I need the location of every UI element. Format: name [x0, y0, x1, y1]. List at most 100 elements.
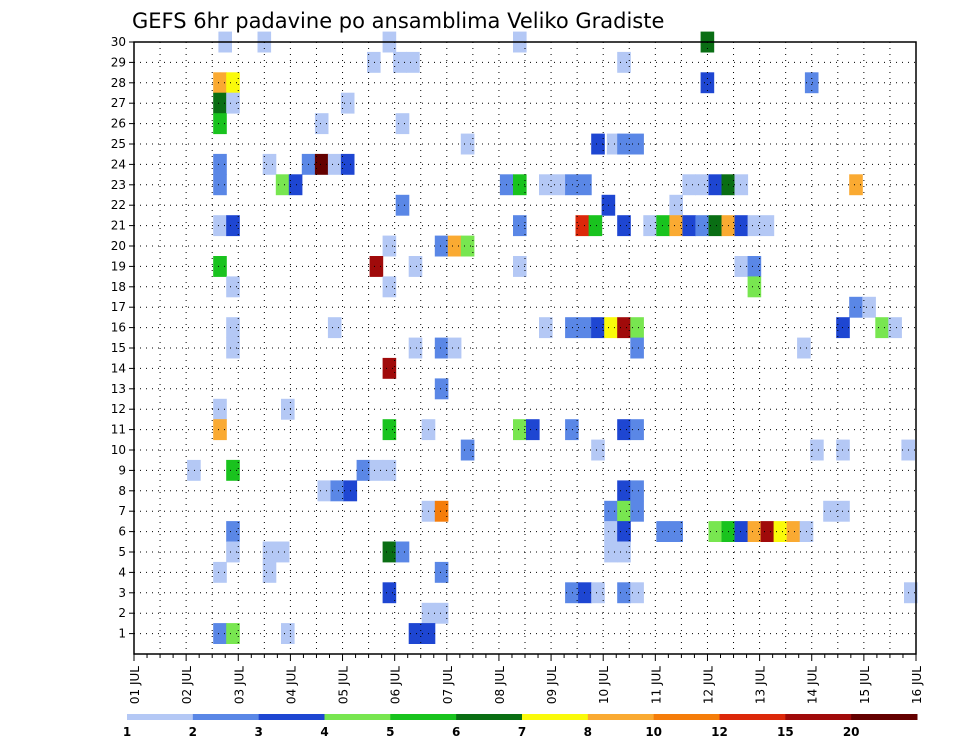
y-tick-label: 12 — [111, 402, 126, 416]
heatmap-cell — [356, 459, 371, 481]
heatmap-cell — [382, 357, 397, 379]
heatmap-cell — [565, 317, 579, 339]
heatmap-cell — [213, 419, 227, 441]
heatmap-cell — [330, 480, 345, 502]
heatmap-cell — [382, 582, 397, 604]
colorbar-label: 5 — [386, 725, 394, 739]
heatmap-cell — [395, 194, 410, 216]
chart-title: GEFS 6hr padavine po ansamblima Veliko G… — [132, 9, 664, 33]
heatmap-cell — [804, 72, 819, 94]
heatmap-cell — [747, 521, 762, 542]
heatmap-cell — [888, 317, 902, 339]
heatmap-cell — [760, 521, 775, 542]
heatmap-cell — [604, 317, 618, 339]
heatmap-cell — [226, 337, 240, 359]
heatmap-cell — [849, 174, 863, 196]
y-tick-label: 21 — [111, 219, 126, 233]
y-tick-label: 5 — [118, 545, 126, 559]
heatmap-cell — [317, 480, 332, 502]
heatmap-cell — [617, 521, 631, 542]
heatmap-cell — [695, 174, 709, 196]
y-tick-label: 28 — [111, 76, 126, 90]
colorbar-swatch — [522, 714, 589, 720]
heatmap-cell — [447, 337, 462, 359]
y-tick-label: 11 — [111, 423, 126, 437]
heatmap-cell — [604, 500, 618, 522]
heatmap-cell — [630, 582, 644, 604]
heatmap-cell — [591, 439, 605, 461]
heatmap-cell — [630, 500, 644, 522]
heatmap-cell — [226, 541, 240, 563]
y-tick-label: 7 — [118, 504, 126, 518]
y-axis: 1234567891011121314151617181920212223242… — [111, 35, 134, 641]
y-tick-label: 15 — [111, 341, 126, 355]
heatmap-cell — [395, 113, 410, 135]
x-tick-label: 02 JUL — [180, 666, 194, 704]
colorbar-swatch — [851, 714, 918, 720]
x-axis: 01 JUL 02 JUL 03 JUL 04 JUL 05 JUL 06 JUL 07 J… — [128, 654, 924, 704]
y-tick-label: 13 — [111, 382, 126, 396]
heatmap-cell — [213, 92, 227, 114]
heatmap-cell — [669, 194, 683, 216]
colorbar-label: 7 — [518, 725, 526, 739]
heatmap-cell — [552, 174, 566, 196]
heatmap-cell — [591, 582, 605, 604]
heatmap-cell — [708, 174, 723, 196]
x-tick-label: 03 JUL — [232, 666, 246, 704]
heatmap-cell — [630, 317, 644, 339]
heatmap-cell — [656, 215, 670, 237]
heatmap-cell — [630, 419, 644, 441]
heatmap-cell — [539, 317, 553, 339]
heatmap-cell — [408, 337, 423, 359]
heatmap-cell — [281, 398, 295, 420]
x-tick-label: 06 JUL — [389, 666, 403, 704]
y-tick-label: 29 — [111, 55, 126, 69]
heatmap-cell — [434, 561, 449, 583]
cells-layer — [187, 31, 918, 644]
y-tick-label: 16 — [111, 321, 126, 335]
heatmap-cell — [393, 51, 407, 73]
heatmap-cell — [213, 72, 227, 94]
heatmap-cell — [656, 521, 670, 542]
colorbar-label: 4 — [320, 725, 328, 739]
heatmap-cell — [700, 72, 715, 94]
heatmap-cell — [314, 153, 329, 175]
heatmap-cell — [187, 459, 201, 481]
colorbar-label: 3 — [254, 725, 262, 739]
y-tick-label: 14 — [111, 361, 126, 375]
y-tick-label: 6 — [118, 525, 126, 539]
y-tick-label: 10 — [111, 443, 126, 457]
colorbar-label: 12 — [711, 725, 728, 739]
heatmap-cell — [382, 419, 397, 441]
heatmap-cell — [862, 296, 876, 318]
colorbar-swatch — [258, 714, 325, 720]
heatmap-cell — [367, 51, 381, 73]
heatmap-cell — [213, 174, 227, 196]
heatmap-cell — [369, 256, 384, 277]
heatmap-cell — [226, 72, 240, 94]
x-tick-label: 07 JUL — [441, 666, 455, 704]
x-tick-label: 11 JUL — [649, 666, 663, 704]
heatmap-cell — [747, 276, 762, 298]
heatmap-cell — [213, 215, 227, 237]
heatmap-cell — [617, 317, 631, 339]
heatmap-cell — [327, 317, 342, 339]
y-tick-label: 24 — [111, 157, 126, 171]
heatmap-cell — [904, 582, 918, 604]
colorbar-label: 8 — [584, 725, 592, 739]
heatmap-cell — [213, 398, 227, 420]
heatmap-cell — [617, 133, 631, 155]
heatmap-cell — [406, 51, 420, 73]
heatmap-cell — [460, 133, 475, 155]
y-tick-label: 9 — [118, 463, 126, 477]
heatmap-cell — [447, 235, 462, 257]
heatmap-cell — [617, 51, 631, 73]
x-tick-label: 13 JUL — [754, 666, 768, 704]
y-tick-label: 18 — [111, 280, 126, 294]
x-tick-label: 12 JUL — [701, 666, 715, 704]
heatmap-cell — [382, 276, 397, 298]
heatmap-cell — [226, 623, 240, 644]
heatmap-cell — [682, 215, 696, 237]
y-tick-label: 8 — [118, 484, 126, 498]
heatmap-cell — [682, 174, 696, 196]
